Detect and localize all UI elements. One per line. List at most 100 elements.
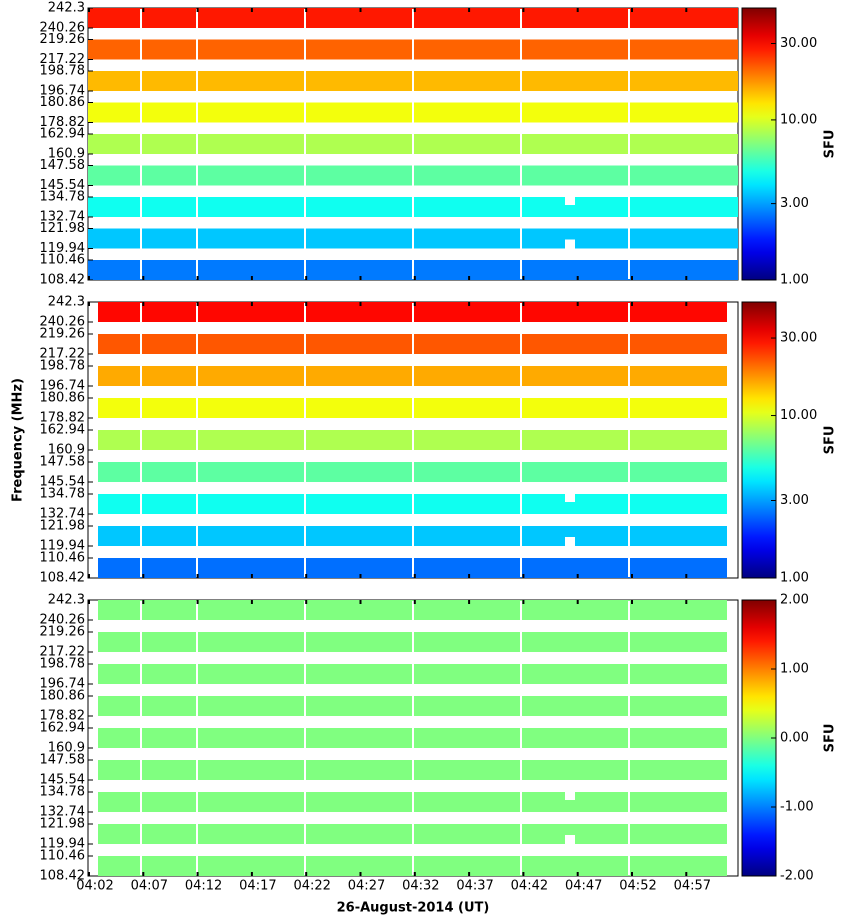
y-tick-label: 162.94	[40, 423, 86, 438]
x-tick-label: 04:02	[76, 879, 113, 894]
y-tick-label: 145.54	[40, 178, 86, 193]
x-tick-label: 04:37	[456, 879, 493, 894]
y-tick-label: 219.26	[40, 32, 86, 47]
colorbar-tick-label: 1.00	[780, 662, 809, 677]
data-gap	[196, 303, 198, 577]
data-gap	[196, 9, 198, 279]
y-tick-label: 162.94	[40, 127, 86, 142]
colorbar-tick-label: 10.00	[780, 408, 817, 423]
y-tick-label: 242.3	[48, 295, 85, 310]
y-tick-label: 198.78	[40, 359, 86, 374]
data-gap	[412, 303, 414, 577]
y-tick-label: 110.46	[40, 551, 86, 566]
data-gap	[628, 303, 630, 577]
y-tick-label: 134.78	[40, 190, 86, 205]
colorbar-tick-label: -2.00	[780, 869, 814, 884]
y-tick-label: 196.74	[40, 379, 86, 394]
y-tick-label: 240.26	[40, 613, 86, 628]
colorbar-tick-label: 30.00	[780, 331, 817, 346]
x-tick-label: 04:22	[293, 879, 330, 894]
colorbar-label: SFU	[823, 426, 838, 455]
colorbar-tick-label: 1.00	[780, 571, 809, 586]
data-gap	[140, 601, 142, 875]
y-tick-label: 145.54	[40, 773, 86, 788]
y-tick-label: 178.82	[40, 411, 86, 426]
colorbar-tick-label: -1.00	[780, 800, 814, 815]
y-tick-label: 134.78	[40, 487, 86, 502]
y-tick-label: 217.22	[40, 347, 86, 362]
y-tick-label: 132.74	[40, 805, 86, 820]
colorbar	[741, 599, 777, 877]
y-tick-label: 180.86	[40, 391, 86, 406]
y-tick-label: 198.78	[40, 64, 86, 79]
x-tick-label: 04:42	[511, 879, 548, 894]
data-gap	[520, 9, 522, 279]
colorbar-label: SFU	[823, 130, 838, 159]
data-gap	[565, 835, 575, 844]
x-tick-label: 04:57	[674, 879, 711, 894]
colorbar-label: SFU	[823, 724, 838, 753]
colorbar	[741, 7, 777, 281]
y-tick-label: 240.26	[40, 21, 86, 36]
y-tick-label: 217.22	[40, 52, 86, 67]
data-gap	[520, 303, 522, 577]
data-gap	[140, 9, 142, 279]
y-tick-label: 121.98	[40, 817, 86, 832]
data-gap	[628, 601, 630, 875]
y-tick-label: 198.78	[40, 657, 86, 672]
data-gap	[196, 601, 198, 875]
data-gap	[565, 792, 575, 800]
y-tick-label: 160.9	[48, 443, 85, 458]
y-tick-label: 132.74	[40, 210, 86, 225]
y-tick-label: 196.74	[40, 677, 86, 692]
y-tick-label: 178.82	[40, 115, 86, 130]
y-tick-label: 147.58	[40, 455, 86, 470]
data-gap	[520, 601, 522, 875]
data-gap	[628, 9, 630, 279]
data-gap	[412, 9, 414, 279]
data-gap	[565, 197, 575, 205]
y-tick-label: 110.46	[40, 849, 86, 864]
y-tick-label: 108.42	[40, 273, 86, 288]
y-tick-label: 242.3	[48, 1, 85, 16]
data-gap	[140, 303, 142, 577]
data-gap	[565, 537, 575, 546]
data-gap	[412, 601, 414, 875]
y-tick-label: 242.3	[48, 593, 85, 608]
colorbar-tick-label: 30.00	[780, 36, 817, 51]
y-tick-label: 119.94	[40, 837, 86, 852]
y-tick-label: 147.58	[40, 158, 86, 173]
colorbar-tick-label: 3.00	[780, 196, 809, 211]
y-tick-label: 134.78	[40, 785, 86, 800]
x-tick-label: 04:47	[565, 879, 602, 894]
y-tick-label: 132.74	[40, 507, 86, 522]
colorbar-tick-label: 10.00	[780, 112, 817, 127]
x-tick-label: 04:52	[619, 879, 656, 894]
y-tick-label: 180.86	[40, 95, 86, 110]
y-tick-label: 160.9	[48, 147, 85, 162]
colorbar-tick-label: 1.00	[780, 273, 809, 288]
y-tick-label: 219.26	[40, 625, 86, 640]
y-tick-label: 121.98	[40, 519, 86, 534]
y-tick-label: 119.94	[40, 539, 86, 554]
y-tick-label: 110.46	[40, 253, 86, 268]
data-gap	[304, 303, 306, 577]
colorbar-tick-label: 2.00	[780, 593, 809, 608]
colorbar-tick-label: 3.00	[780, 493, 809, 508]
y-tick-label: 178.82	[40, 709, 86, 724]
data-gap	[304, 9, 306, 279]
y-tick-label: 196.74	[40, 84, 86, 99]
y-tick-label: 217.22	[40, 645, 86, 660]
x-tick-label: 04:17	[239, 879, 276, 894]
x-tick-label: 04:27	[348, 879, 385, 894]
y-tick-label: 147.58	[40, 753, 86, 768]
data-gap	[565, 494, 575, 502]
colorbar-tick-label: 0.00	[780, 731, 809, 746]
y-tick-label: 180.86	[40, 689, 86, 704]
y-tick-label: 121.98	[40, 221, 86, 236]
x-tick-label: 04:12	[185, 879, 222, 894]
y-axis-label: Frequency (MHz)	[11, 378, 26, 502]
y-tick-label: 119.94	[40, 241, 86, 256]
x-axis-label: 26-August-2014 (UT)	[337, 901, 490, 916]
